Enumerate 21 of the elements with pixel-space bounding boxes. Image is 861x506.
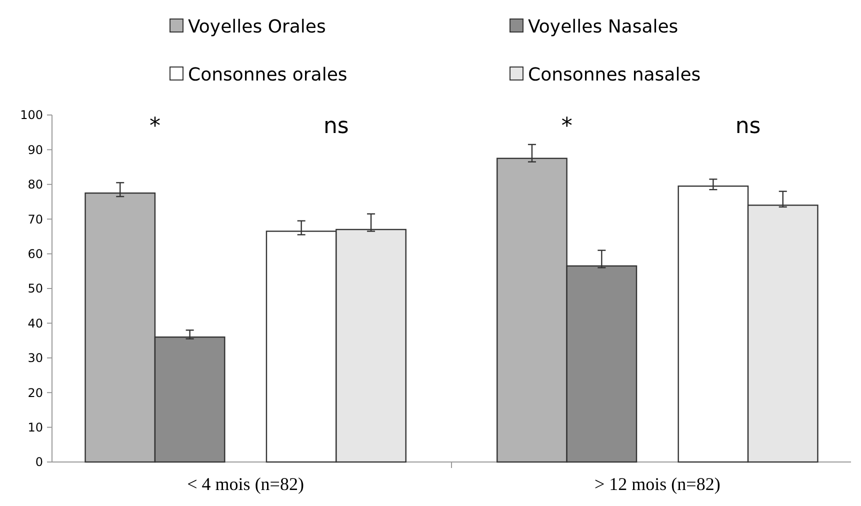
y-tick-label: 100 <box>20 108 43 122</box>
y-tick-label: 70 <box>28 212 43 226</box>
legend-label: Consonnes orales <box>188 64 348 86</box>
y-tick-label: 80 <box>28 178 43 192</box>
annotation: ns <box>735 114 761 139</box>
y-tick-label: 90 <box>28 142 43 157</box>
annotation: * <box>561 114 572 139</box>
x-tick-label: > 12 mois (n=82) <box>594 474 720 494</box>
legend-label: Voyelles Orales <box>188 16 326 38</box>
y-tick-label: 20 <box>28 386 43 400</box>
annotation: ns <box>323 114 349 139</box>
legend-label: Consonnes nasales <box>528 64 701 86</box>
annotation: * <box>149 114 160 139</box>
y-tick-label: 10 <box>28 420 43 434</box>
y-tick-label: 50 <box>28 282 43 296</box>
y-tick-label: 0 <box>35 455 43 470</box>
x-tick-label: < 4 mois (n=82) <box>187 474 304 494</box>
y-tick-label: 30 <box>28 351 43 366</box>
y-tick-label: 60 <box>28 247 43 261</box>
y-tick-label: 40 <box>28 316 43 330</box>
legend-label: Voyelles Nasales <box>528 16 678 38</box>
